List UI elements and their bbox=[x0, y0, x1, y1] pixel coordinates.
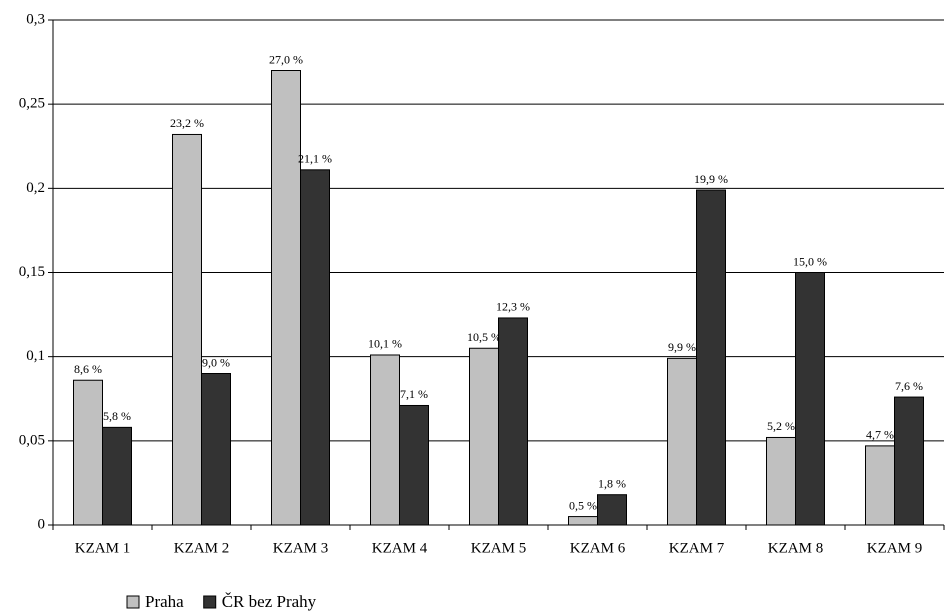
bar bbox=[568, 516, 598, 526]
bar bbox=[795, 272, 825, 526]
bar bbox=[102, 426, 132, 526]
bar bbox=[399, 404, 429, 526]
x-tick-label: KZAM 9 bbox=[867, 540, 922, 556]
value-label: 0,5 % bbox=[569, 498, 597, 512]
value-label: 4,7 % bbox=[866, 428, 894, 442]
y-tick-label: 0,15 bbox=[19, 264, 45, 280]
x-tick-label: KZAM 2 bbox=[174, 540, 229, 556]
value-label: 27,0 % bbox=[269, 52, 303, 66]
bar bbox=[498, 317, 528, 526]
value-label: 9,9 % bbox=[668, 340, 696, 354]
value-label: 23,2 % bbox=[170, 116, 204, 130]
bar bbox=[894, 396, 924, 526]
value-label: 8,6 % bbox=[74, 362, 102, 376]
y-tick-label: 0,05 bbox=[19, 432, 45, 448]
bar bbox=[469, 347, 499, 526]
x-tick-label: KZAM 5 bbox=[471, 540, 526, 556]
bar bbox=[667, 357, 697, 526]
y-tick-label: 0 bbox=[38, 516, 46, 532]
y-tick-label: 0,2 bbox=[26, 180, 45, 196]
value-label: 5,2 % bbox=[767, 419, 795, 433]
value-label: 7,6 % bbox=[895, 379, 923, 393]
bar bbox=[172, 133, 202, 526]
x-tick-label: KZAM 6 bbox=[570, 540, 626, 556]
bar bbox=[766, 436, 796, 526]
bar bbox=[201, 373, 231, 526]
value-label: 5,8 % bbox=[103, 409, 131, 423]
bar bbox=[300, 169, 330, 526]
y-tick-label: 0,25 bbox=[19, 96, 45, 112]
legend-label: ČR bez Prahy bbox=[222, 592, 317, 611]
bar bbox=[73, 379, 103, 526]
value-label: 10,1 % bbox=[368, 337, 402, 351]
legend-swatch bbox=[126, 595, 140, 609]
x-tick-label: KZAM 3 bbox=[273, 540, 328, 556]
value-label: 10,5 % bbox=[467, 330, 501, 344]
value-label: 9,0 % bbox=[202, 355, 230, 369]
bar bbox=[271, 70, 301, 526]
value-label: 19,9 % bbox=[694, 172, 728, 186]
value-label: 21,1 % bbox=[298, 152, 332, 166]
x-tick-label: KZAM 7 bbox=[669, 540, 725, 556]
x-tick-label: KZAM 1 bbox=[75, 540, 130, 556]
legend-swatch bbox=[203, 595, 217, 609]
x-tick-label: KZAM 4 bbox=[372, 540, 428, 556]
x-tick-label: KZAM 8 bbox=[768, 540, 823, 556]
y-tick-label: 0,1 bbox=[26, 348, 45, 364]
legend-label: Praha bbox=[145, 592, 184, 611]
value-label: 12,3 % bbox=[496, 300, 530, 314]
value-label: 7,1 % bbox=[400, 387, 428, 401]
bar bbox=[597, 494, 627, 526]
value-label: 15,0 % bbox=[793, 254, 827, 268]
bar bbox=[865, 445, 895, 526]
bar bbox=[370, 354, 400, 526]
y-tick-label: 0,3 bbox=[26, 11, 45, 27]
bar bbox=[696, 189, 726, 526]
value-label: 1,8 % bbox=[598, 476, 626, 490]
